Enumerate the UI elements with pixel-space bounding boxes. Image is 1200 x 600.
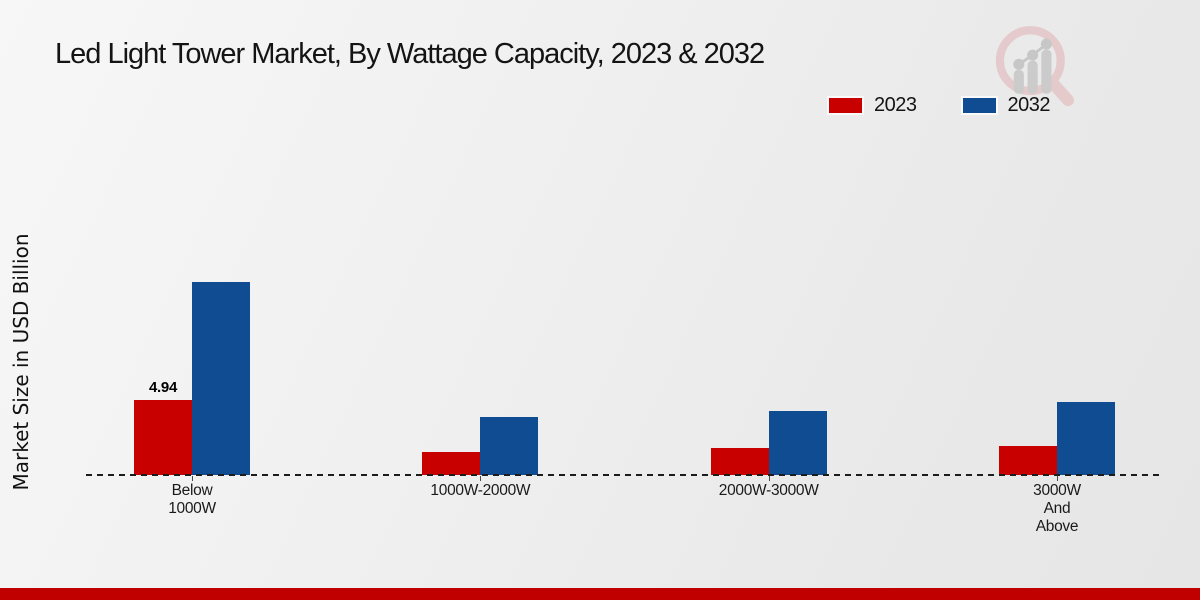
legend-label-2032: 2032 xyxy=(1007,94,1051,116)
x-axis-tick-1000w-2000w xyxy=(480,476,482,481)
bar-2032-below-1000w xyxy=(192,282,250,475)
bar-2023-3000w-and-above xyxy=(998,446,1057,475)
footer-accent-bar xyxy=(0,588,1200,600)
category-label-2000w-3000w: 2000W-3000W xyxy=(718,482,819,499)
legend: 2023 2032 xyxy=(827,94,1051,117)
bar-2032-1000w-2000w xyxy=(480,417,539,475)
bar-2023-1000w-2000w xyxy=(422,452,481,475)
bar-2023-2000w-3000w xyxy=(710,447,769,475)
bar-chart-magnifier-logo-icon xyxy=(995,26,1075,107)
legend-swatch-2032 xyxy=(960,96,998,115)
bar-2023-below-1000w xyxy=(134,400,192,475)
legend-item-2032: 2032 xyxy=(960,94,1051,117)
bar-2032-3000w-and-above xyxy=(1056,402,1115,475)
category-label-1000w-2000w: 1000W-2000W xyxy=(430,482,531,499)
page-title: Led Light Tower Market, By Wattage Capac… xyxy=(55,38,765,70)
legend-swatch-2023 xyxy=(827,96,864,115)
legend-item-2023: 2023 xyxy=(827,94,917,117)
value-label-2023-below-1000w: 4.94 xyxy=(149,379,177,396)
x-axis-tick-below-1000w xyxy=(192,476,193,481)
category-label-3000w-and-above: 3000W And Above xyxy=(1033,482,1081,535)
zero-baseline xyxy=(86,474,1163,476)
legend-label-2023: 2023 xyxy=(874,94,917,116)
x-axis-tick-3000w-and-above xyxy=(1056,476,1058,481)
category-label-below-1000w: Below 1000W xyxy=(168,482,216,517)
x-axis-tick-2000w-3000w xyxy=(768,476,770,481)
bar-2032-2000w-3000w xyxy=(768,411,827,475)
